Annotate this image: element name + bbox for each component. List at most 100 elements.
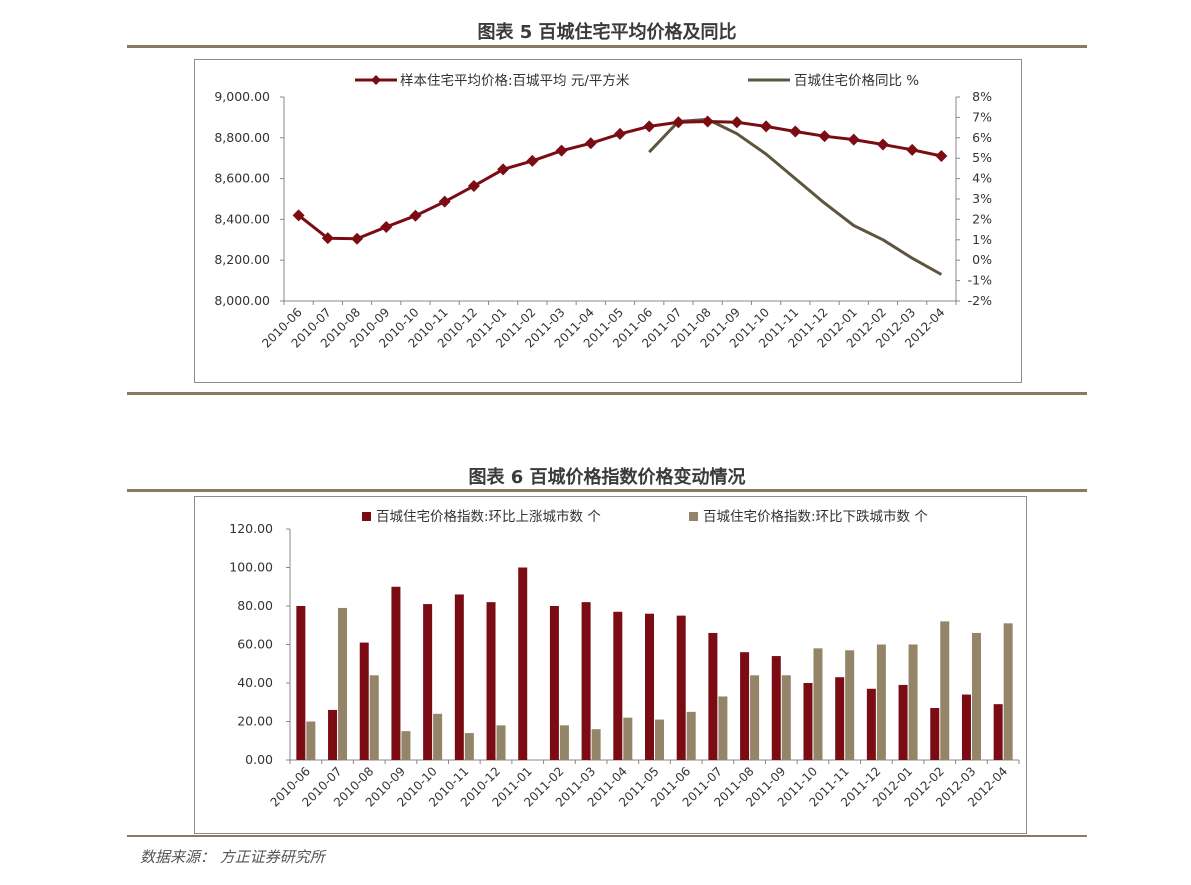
price-point-marker [906,143,919,156]
left-tick-label: 8,800.00 [214,130,270,145]
right-tick-label: 4% [972,171,992,186]
falling-cities-bar [876,644,886,760]
falling-cities-bar [908,644,918,760]
right-tick-label: -2% [968,293,992,308]
y-tick-label: 40.00 [237,675,273,690]
rising-cities-bar [391,586,401,760]
left-tick-label: 9,000.00 [214,89,270,104]
figure5-chart-panel: 8,000.00 8,200.00 8,400.00 8,600.00 8,800.00… [194,59,1022,383]
left-tick-label: 8,400.00 [214,211,270,226]
y-tick-label: 80.00 [237,598,273,613]
right-tick-label: 7% [972,109,992,124]
falling-cities-bar [401,731,411,760]
legend-price-label: 样本住宅平均价格:百城平均 元/平方米 [400,73,630,89]
falling-cities-bar [845,650,855,760]
y-tick-label: 60.00 [237,637,273,652]
rising-cities-bar [930,708,940,760]
falling-cities-bar [369,675,379,760]
price-point-marker [526,154,539,167]
left-tick-label: 8,600.00 [214,171,270,186]
price-point-marker [701,115,714,128]
falling-cities-bar [718,696,728,760]
rising-cities-bar [803,683,813,760]
price-point-marker [321,232,334,245]
falling-cities-bar [623,717,633,760]
rising-cities-bar [676,615,686,760]
legend-yoy-label: 百城住宅价格同比 % [794,73,919,89]
price-point-marker [730,116,743,129]
right-tick-label: 5% [972,150,992,165]
price-point-marker [818,130,831,143]
rising-cities-bar [961,694,971,760]
falling-cities-bar [496,725,506,760]
rising-cities-bar [740,652,750,760]
falling-cities-bar [655,719,664,760]
rising-cities-bar [359,642,369,760]
figure5-line-chart: 8,000.00 8,200.00 8,400.00 8,600.00 8,800.00… [214,73,992,351]
right-tick-label: -1% [968,273,992,288]
rising-cities-bar [771,656,781,760]
rising-cities-bar [518,567,528,760]
right-tick-label: 3% [972,191,992,206]
rising-cities-bar [328,709,338,760]
right-tick-label: 8% [972,89,992,104]
right-tick-label: 0% [972,252,992,267]
falling-cities-bar [781,675,791,760]
falling-cities-bar [971,632,981,760]
rising-cities-bar [549,606,559,760]
legend-falling-label: 百城住宅价格指数:环比下跌城市数 个 [703,508,928,525]
y-tick-label: 120.00 [229,521,273,536]
y-tick-label: 20.00 [237,714,273,729]
falling-cities-bar [433,713,443,760]
left-tick-label: 8,000.00 [214,293,270,308]
rising-cities-bar [835,677,845,760]
figure6-top-rule [127,489,1087,492]
price-point-marker [351,232,364,245]
rising-cities-bar [581,602,591,760]
price-point-marker [643,120,656,133]
price-point-marker [672,116,685,129]
legend-rising-label: 百城住宅价格指数:环比上涨城市数 个 [376,508,601,525]
y-tick-label: 100.00 [229,560,273,575]
figure6-bar-chart: 0.0020.0040.0060.0080.00100.00120.002010… [229,508,1020,810]
price-point-marker [935,149,948,162]
rising-cities-bar [613,611,623,760]
price-point-marker [789,125,802,138]
falling-cities-bar [813,648,823,760]
rising-cities-bar [486,602,496,760]
rising-cities-bar [454,594,464,760]
price-point-marker [584,137,597,150]
falling-cities-bar [686,711,696,760]
legend-falling-swatch [689,512,698,521]
rising-cities-bar [423,604,433,760]
falling-cities-bar [559,725,569,760]
price-point-marker [409,209,422,222]
legend-rising-swatch [362,512,371,521]
price-point-marker [467,179,480,192]
figure6-chart-panel: 0.00 20.00 40.00 60.00 80.00 100.00 120.00 2010… [194,496,1027,834]
price-point-marker [497,163,510,176]
price-point-marker [438,195,451,208]
right-tick-label: 6% [972,130,992,145]
rising-cities-bar [708,632,718,760]
price-point-marker [380,220,393,233]
rising-cities-bar [898,684,908,760]
price-point-marker [614,127,626,140]
falling-cities-bar [750,675,760,760]
right-tick-label: 2% [972,211,992,226]
right-tick-label: 1% [972,232,992,247]
legend-price-marker [371,75,381,85]
figure6-bottom-rule [127,835,1087,837]
price-point-marker [760,120,773,133]
falling-cities-bar [306,721,316,760]
price-point-marker [555,144,568,157]
yoy-series-line [648,117,943,276]
left-tick-label: 8,200.00 [214,252,270,267]
price-point-marker [292,209,305,222]
falling-cities-bar [464,733,474,760]
falling-cities-bar [338,607,348,760]
rising-cities-bar [296,606,306,760]
figure5-top-rule [127,45,1087,48]
rising-cities-bar [866,688,876,760]
falling-cities-bar [1003,623,1013,760]
